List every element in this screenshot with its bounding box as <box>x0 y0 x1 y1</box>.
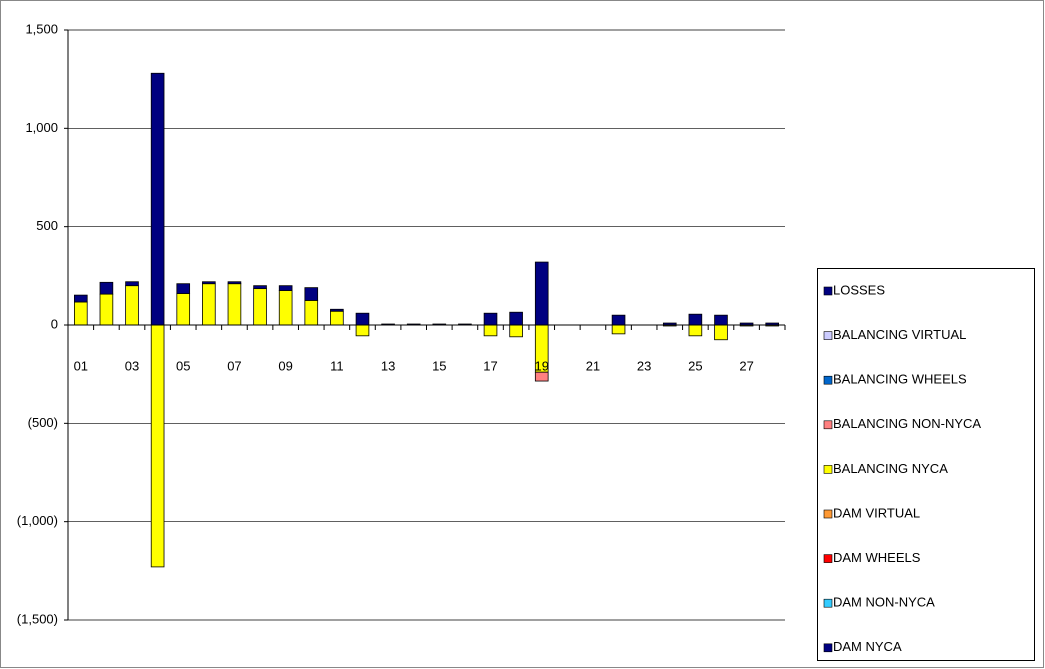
bar-segment <box>483 312 498 326</box>
bar-segment <box>509 311 523 326</box>
x-tick-label: 19 <box>534 358 548 373</box>
bar-segment <box>202 283 216 326</box>
y-tick-label: (1,000) <box>17 513 58 528</box>
bar-segment <box>714 324 728 341</box>
x-tick-label: 21 <box>586 358 600 373</box>
bar-segment <box>509 324 523 338</box>
legend-label: BALANCING WHEELS <box>833 372 967 387</box>
legend-swatch <box>823 286 833 296</box>
legend-label: LOSSES <box>833 282 885 297</box>
legend-label: BALANCING NYCA <box>833 461 948 476</box>
x-tick-label: 23 <box>637 358 651 373</box>
bar-segment <box>278 285 293 291</box>
legend-swatch <box>823 554 833 563</box>
bar-segment <box>278 290 293 326</box>
x-tick-label: 03 <box>125 358 139 373</box>
y-tick-label: (1,500) <box>17 611 58 626</box>
bar-segment <box>99 281 114 295</box>
legend-label: DAM WHEELS <box>833 550 921 565</box>
bar-segment <box>227 283 242 326</box>
legend-label: BALANCING NON-NYCA <box>833 416 981 431</box>
bar-segment <box>125 285 139 326</box>
legend-swatch <box>823 420 833 430</box>
bar-segment <box>688 324 703 337</box>
x-tick-label: 15 <box>432 358 446 373</box>
legend-swatch <box>823 331 833 340</box>
bar-segment <box>688 313 703 326</box>
bar-segment <box>330 310 344 326</box>
legend-label: BALANCING VIRTUAL <box>833 327 966 342</box>
y-tick-label: 0 <box>51 316 58 331</box>
legend-label: DAM VIRTUAL <box>833 505 920 520</box>
legend-swatch <box>823 465 833 474</box>
bar-segment <box>714 314 728 326</box>
x-tick-label: 17 <box>483 358 497 373</box>
bar-segment <box>611 314 626 326</box>
legend-label: DAM NYCA <box>833 639 902 654</box>
y-tick-label: (500) <box>28 415 58 430</box>
bar-segment <box>611 324 626 335</box>
legend-swatch <box>823 509 833 519</box>
bar-segment <box>74 294 88 303</box>
bar-segment <box>99 293 114 326</box>
bar-segment <box>483 324 498 337</box>
x-tick-label: 01 <box>74 358 88 373</box>
bar-segment <box>150 324 165 568</box>
x-tick-label: 27 <box>739 358 753 373</box>
y-tick-label: 500 <box>36 218 58 233</box>
bar-segment <box>253 288 267 326</box>
y-tick-label: 1,000 <box>25 120 58 135</box>
bar-segment <box>355 312 370 326</box>
x-tick-label: 25 <box>688 358 702 373</box>
bar-segment <box>355 324 370 337</box>
bar-segment <box>304 287 319 301</box>
bar-segment <box>330 308 344 312</box>
bar-segment <box>227 281 242 285</box>
x-tick-label: 13 <box>381 358 395 373</box>
bar-segment <box>534 371 549 382</box>
legend-swatch <box>823 375 833 385</box>
bar-segment <box>253 285 267 290</box>
legend-label: DAM NON-NYCA <box>833 595 935 610</box>
x-tick-label: 09 <box>278 358 292 373</box>
bar-segment <box>176 283 191 294</box>
bar-segment <box>202 281 216 285</box>
bar-segment <box>534 261 549 326</box>
x-tick-label: 07 <box>227 358 241 373</box>
x-tick-label: 11 <box>330 358 344 373</box>
bar-segment <box>74 301 88 326</box>
bar-segment <box>125 281 139 287</box>
legend-swatch <box>823 598 833 608</box>
y-tick-label: 1,500 <box>25 21 58 36</box>
x-tick-label: 05 <box>176 358 190 373</box>
bar-segment <box>176 293 191 326</box>
bar-segment <box>150 72 165 326</box>
legend-swatch <box>823 643 833 653</box>
legend-box <box>817 268 1035 661</box>
bar-segment <box>304 300 319 326</box>
